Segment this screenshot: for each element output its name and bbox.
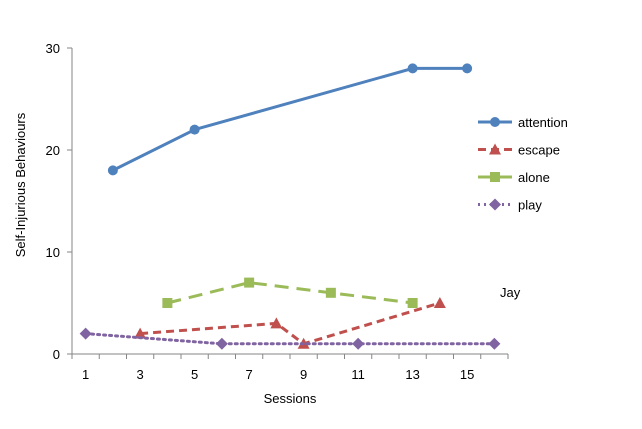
x-tick-label: 5 — [191, 367, 198, 382]
series-escape — [134, 297, 446, 349]
data-point-alone — [244, 277, 255, 288]
x-tick-label: 13 — [405, 367, 419, 382]
series-line-attention — [112, 66, 468, 172]
series-line-alone — [167, 281, 413, 305]
data-point-escape — [270, 317, 283, 329]
series-alone — [162, 277, 418, 308]
y-axis-label: Self-Injurious Behaviours — [13, 112, 28, 257]
annotation-jay: Jay — [500, 285, 521, 300]
data-point-attention — [407, 63, 418, 74]
y-tick-label: 30 — [46, 41, 60, 56]
data-point-alone — [162, 298, 173, 308]
legend-label-play: play — [518, 198, 542, 213]
x-tick-label: 15 — [460, 367, 474, 382]
x-axis-label: Sessions — [264, 391, 317, 406]
data-point-attention — [462, 63, 473, 74]
x-tick-label: 9 — [300, 367, 307, 382]
series-line-escape — [140, 301, 441, 346]
y-tick-label: 10 — [46, 245, 60, 260]
data-point-play — [215, 337, 228, 350]
data-point-attention — [189, 124, 200, 135]
legend-marker-escape — [489, 143, 501, 155]
legend-marker-alone — [490, 172, 500, 182]
x-tick-label: 1 — [82, 367, 89, 382]
data-point-play — [352, 337, 365, 350]
x-tick-label: 11 — [351, 367, 365, 382]
legend-label-alone: alone — [518, 170, 550, 185]
series-play — [79, 327, 501, 350]
y-tick-label: 20 — [46, 143, 60, 158]
legend-marker-attention — [490, 117, 500, 127]
x-tick-label: 3 — [137, 367, 144, 382]
data-point-escape — [433, 297, 446, 308]
data-point-alone — [325, 287, 336, 298]
data-point-play — [79, 327, 92, 340]
data-point-escape — [134, 327, 147, 339]
data-point-alone — [407, 298, 418, 308]
data-point-attention — [107, 165, 118, 176]
data-point-play — [488, 337, 501, 350]
series-attention — [107, 63, 473, 176]
series-group — [79, 63, 501, 350]
x-tick-label: 7 — [246, 367, 253, 382]
y-tick-label: 0 — [53, 347, 60, 362]
series-line-play — [84, 332, 496, 346]
legend-label-attention: attention — [518, 115, 568, 130]
legend-marker-play — [489, 198, 501, 211]
legend-label-escape: escape — [518, 143, 560, 158]
legend: attention escape alone play — [478, 115, 568, 213]
